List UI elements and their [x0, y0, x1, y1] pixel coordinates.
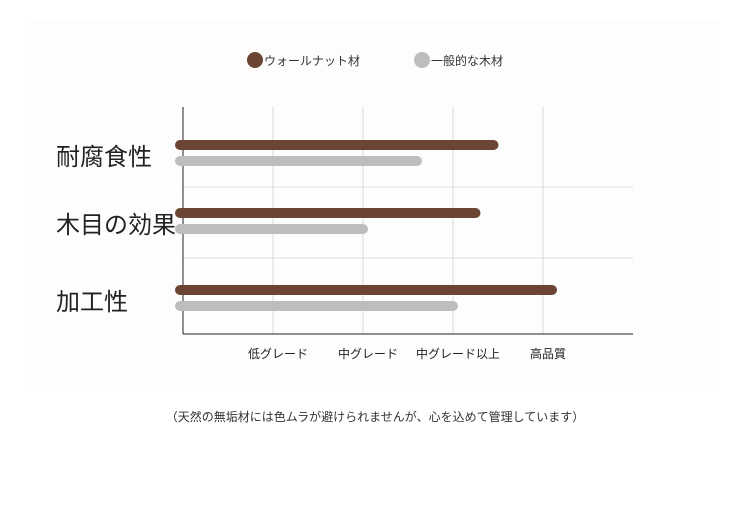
category-label: 木目の効果	[56, 211, 176, 239]
legend-swatch	[414, 52, 430, 68]
category-label: 耐腐食性	[56, 143, 152, 171]
x-tick-label: 中グレード以上	[416, 346, 500, 361]
legend-swatch	[247, 52, 263, 68]
category-label: 加工性	[56, 288, 128, 316]
legend-label: ウォールナット材	[264, 54, 360, 68]
x-tick-label: 低グレード	[248, 347, 308, 361]
x-tick-label: 高品質	[530, 346, 566, 361]
x-tick-label: 中グレード	[338, 346, 398, 361]
footnote: （天然の無垢材には色ムラが避けられませんが、心を込めて管理しています）	[165, 410, 585, 424]
chart-panel	[30, 20, 720, 386]
legend-label: 一般的な木材	[431, 53, 503, 68]
